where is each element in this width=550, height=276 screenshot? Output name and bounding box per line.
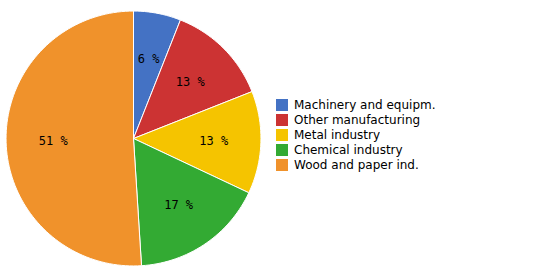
svg-text:6 %: 6 % xyxy=(138,52,160,66)
svg-text:51 %: 51 % xyxy=(39,134,69,148)
html-text:Wood and paper ind.: Wood and paper ind. xyxy=(294,157,419,172)
html-text:Other manufacturing: Other manufacturing xyxy=(294,112,421,127)
html-text:Machinery and equipm.: Machinery and equipm. xyxy=(294,97,436,112)
svg-text:13 %: 13 % xyxy=(199,134,229,148)
html-text:Metal industry: Metal industry xyxy=(294,127,381,142)
svg-text:17 %: 17 % xyxy=(164,198,194,212)
html-text:Chemical industry: Chemical industry xyxy=(294,142,403,157)
svg-text:13 %: 13 % xyxy=(176,75,206,89)
